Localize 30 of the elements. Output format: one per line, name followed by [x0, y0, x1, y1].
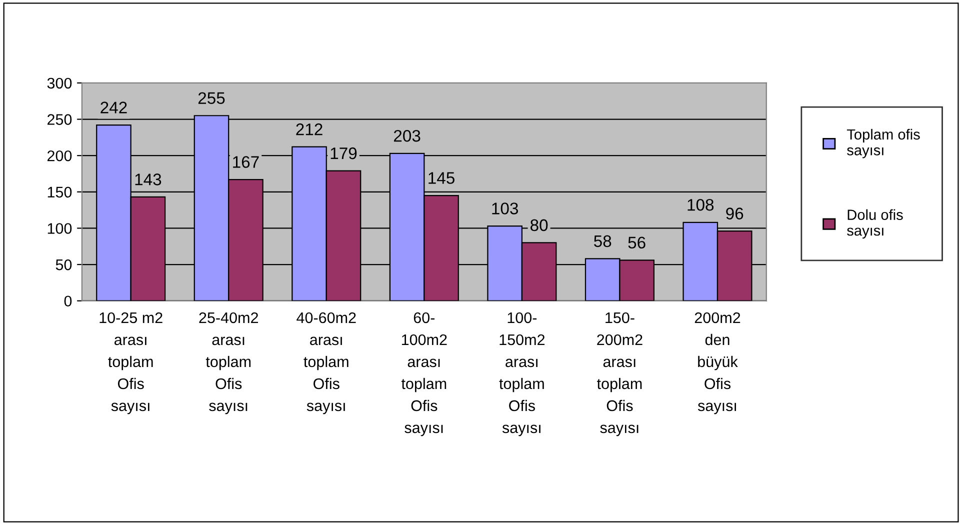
y-tick-label: 300 — [47, 78, 72, 89]
x-tick-label: 150- 200m2 arası toplam Ofis sayısı — [597, 312, 642, 436]
data-label: 145 — [428, 172, 454, 184]
y-tick-label: 150 — [48, 186, 72, 198]
y-tick-label: 200 — [48, 150, 72, 162]
data-label: 58 — [594, 235, 612, 248]
y-tick-label: 100 — [48, 223, 72, 234]
y-tick-label: 0 — [64, 296, 72, 307]
data-label: 56 — [628, 236, 646, 249]
data-label: 255 — [198, 92, 225, 104]
x-tick-label: 100- 150m2 arası toplam Ofis sayısı — [499, 312, 545, 436]
x-tick-label: 200m2 den büyük Ofis sayısı — [694, 312, 740, 414]
data-label: 242 — [100, 102, 127, 114]
x-tick-label: 10-25 m2 arası toplam Ofis sayısı — [100, 312, 162, 414]
data-label: 80 — [530, 219, 548, 232]
x-tick-label: 25-40m2 arası toplam Ofis sayısı — [199, 312, 258, 414]
y-tick-label: 250 — [48, 114, 72, 125]
legend-label: Dolu ofis sayısı — [847, 209, 903, 239]
y-tick-label: 50 — [56, 259, 72, 270]
data-label: 108 — [688, 198, 714, 211]
data-label: 167 — [233, 156, 259, 168]
data-label: 179 — [330, 147, 357, 160]
data-label: 203 — [394, 130, 420, 142]
data-label: 96 — [726, 208, 744, 220]
data-label: 103 — [492, 202, 518, 214]
x-tick-label: 60- 100m2 arası toplam Ofis sayısı — [401, 312, 447, 436]
x-tick-label: 40-60m2 arası toplam Ofis sayısı — [296, 312, 356, 414]
data-label: 143 — [135, 174, 162, 186]
legend-label: Toplam ofis sayısı — [846, 128, 920, 158]
data-label: 212 — [296, 123, 322, 136]
